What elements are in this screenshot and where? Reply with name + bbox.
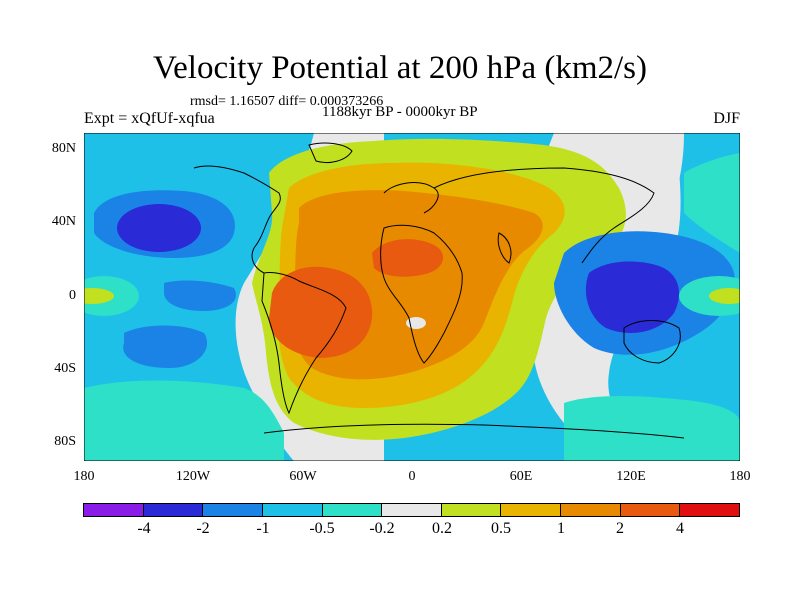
lat-label-40s: 40S <box>54 361 76 376</box>
colorbar-swatch <box>381 503 442 517</box>
coastline-africa <box>380 224 463 364</box>
colorbar-swatch <box>321 503 383 517</box>
field-yellow-green-eq-west <box>84 288 114 304</box>
colorbar-swatch <box>142 503 204 517</box>
lon-label-180w: 180 <box>73 469 95 484</box>
colorbar-label: -0.5 <box>309 520 335 537</box>
map-panel <box>84 133 740 461</box>
coastline-south-america <box>261 272 347 415</box>
field-teal-northeast <box>684 153 740 253</box>
field-blue-mid-southpacific-lower <box>123 325 208 368</box>
lat-label-80n: 80N <box>51 141 76 156</box>
colorbar-swatch <box>500 503 562 517</box>
colorbar-swatch <box>440 503 502 517</box>
field-orange-red-africa <box>372 239 444 277</box>
coastlines <box>193 142 685 439</box>
experiment-label: Expt = xQfUf-xqfua <box>84 110 215 127</box>
field-teal-southeast <box>564 396 740 461</box>
colorbar-label: 4 <box>676 520 684 537</box>
velocity-potential-map <box>84 133 740 461</box>
coastline-greenland <box>308 142 353 164</box>
colorbar-label: -4 <box>137 520 151 537</box>
lon-label-0: 0 <box>408 469 416 484</box>
field-yellow-green-eq-east <box>709 288 740 304</box>
lat-label-40n: 40N <box>51 214 76 229</box>
season-label: DJF <box>713 110 740 127</box>
field-teal-south <box>84 380 284 461</box>
coastline-australia <box>623 320 681 364</box>
colorbar-label: -2 <box>196 520 210 537</box>
colorbar-swatch <box>679 503 741 517</box>
period-label: 1188kyr BP - 0000kyr BP <box>322 104 478 120</box>
colorbar-label: 1 <box>557 520 565 537</box>
colorbar-label: -0.2 <box>369 520 395 537</box>
lat-label-80s: 80S <box>54 434 76 449</box>
colorbar-swatch <box>261 503 323 517</box>
field-blue-dark-maritime <box>585 261 679 333</box>
colorbar-swatch <box>560 503 621 517</box>
colorbar-swatch <box>619 503 681 517</box>
colorbar-swatch <box>202 503 263 517</box>
colorbar-swatch <box>83 503 144 517</box>
lon-label-120w: 120W <box>175 469 211 484</box>
coastline-asia <box>433 167 655 264</box>
lat-label-0: 0 <box>69 288 76 303</box>
lon-label-60w: 60W <box>289 469 317 484</box>
lon-label-180e: 180 <box>729 469 751 484</box>
colorbar-label: 0.5 <box>491 520 511 537</box>
coastline-north-america <box>193 165 281 274</box>
field-orange-red-southamerica <box>269 266 373 358</box>
lon-label-120e: 120E <box>616 469 646 484</box>
colorbar-label: -1 <box>256 520 270 537</box>
coastline-antarctica <box>263 423 685 439</box>
coastline-india <box>497 232 512 264</box>
field-blue-dark-northpacific <box>117 204 201 252</box>
field-blue-mid-southpacific <box>164 280 236 311</box>
lon-label-60e: 60E <box>509 469 533 484</box>
stats-text: rmsd= 1.16507 diff= 0.000373266 <box>190 94 384 109</box>
colorbar-label: 0.2 <box>432 520 452 537</box>
colorbar-label: 2 <box>616 520 624 537</box>
colorbar <box>83 503 741 517</box>
chart-title: Velocity Potential at 200 hPa (km2/s) <box>152 50 648 86</box>
